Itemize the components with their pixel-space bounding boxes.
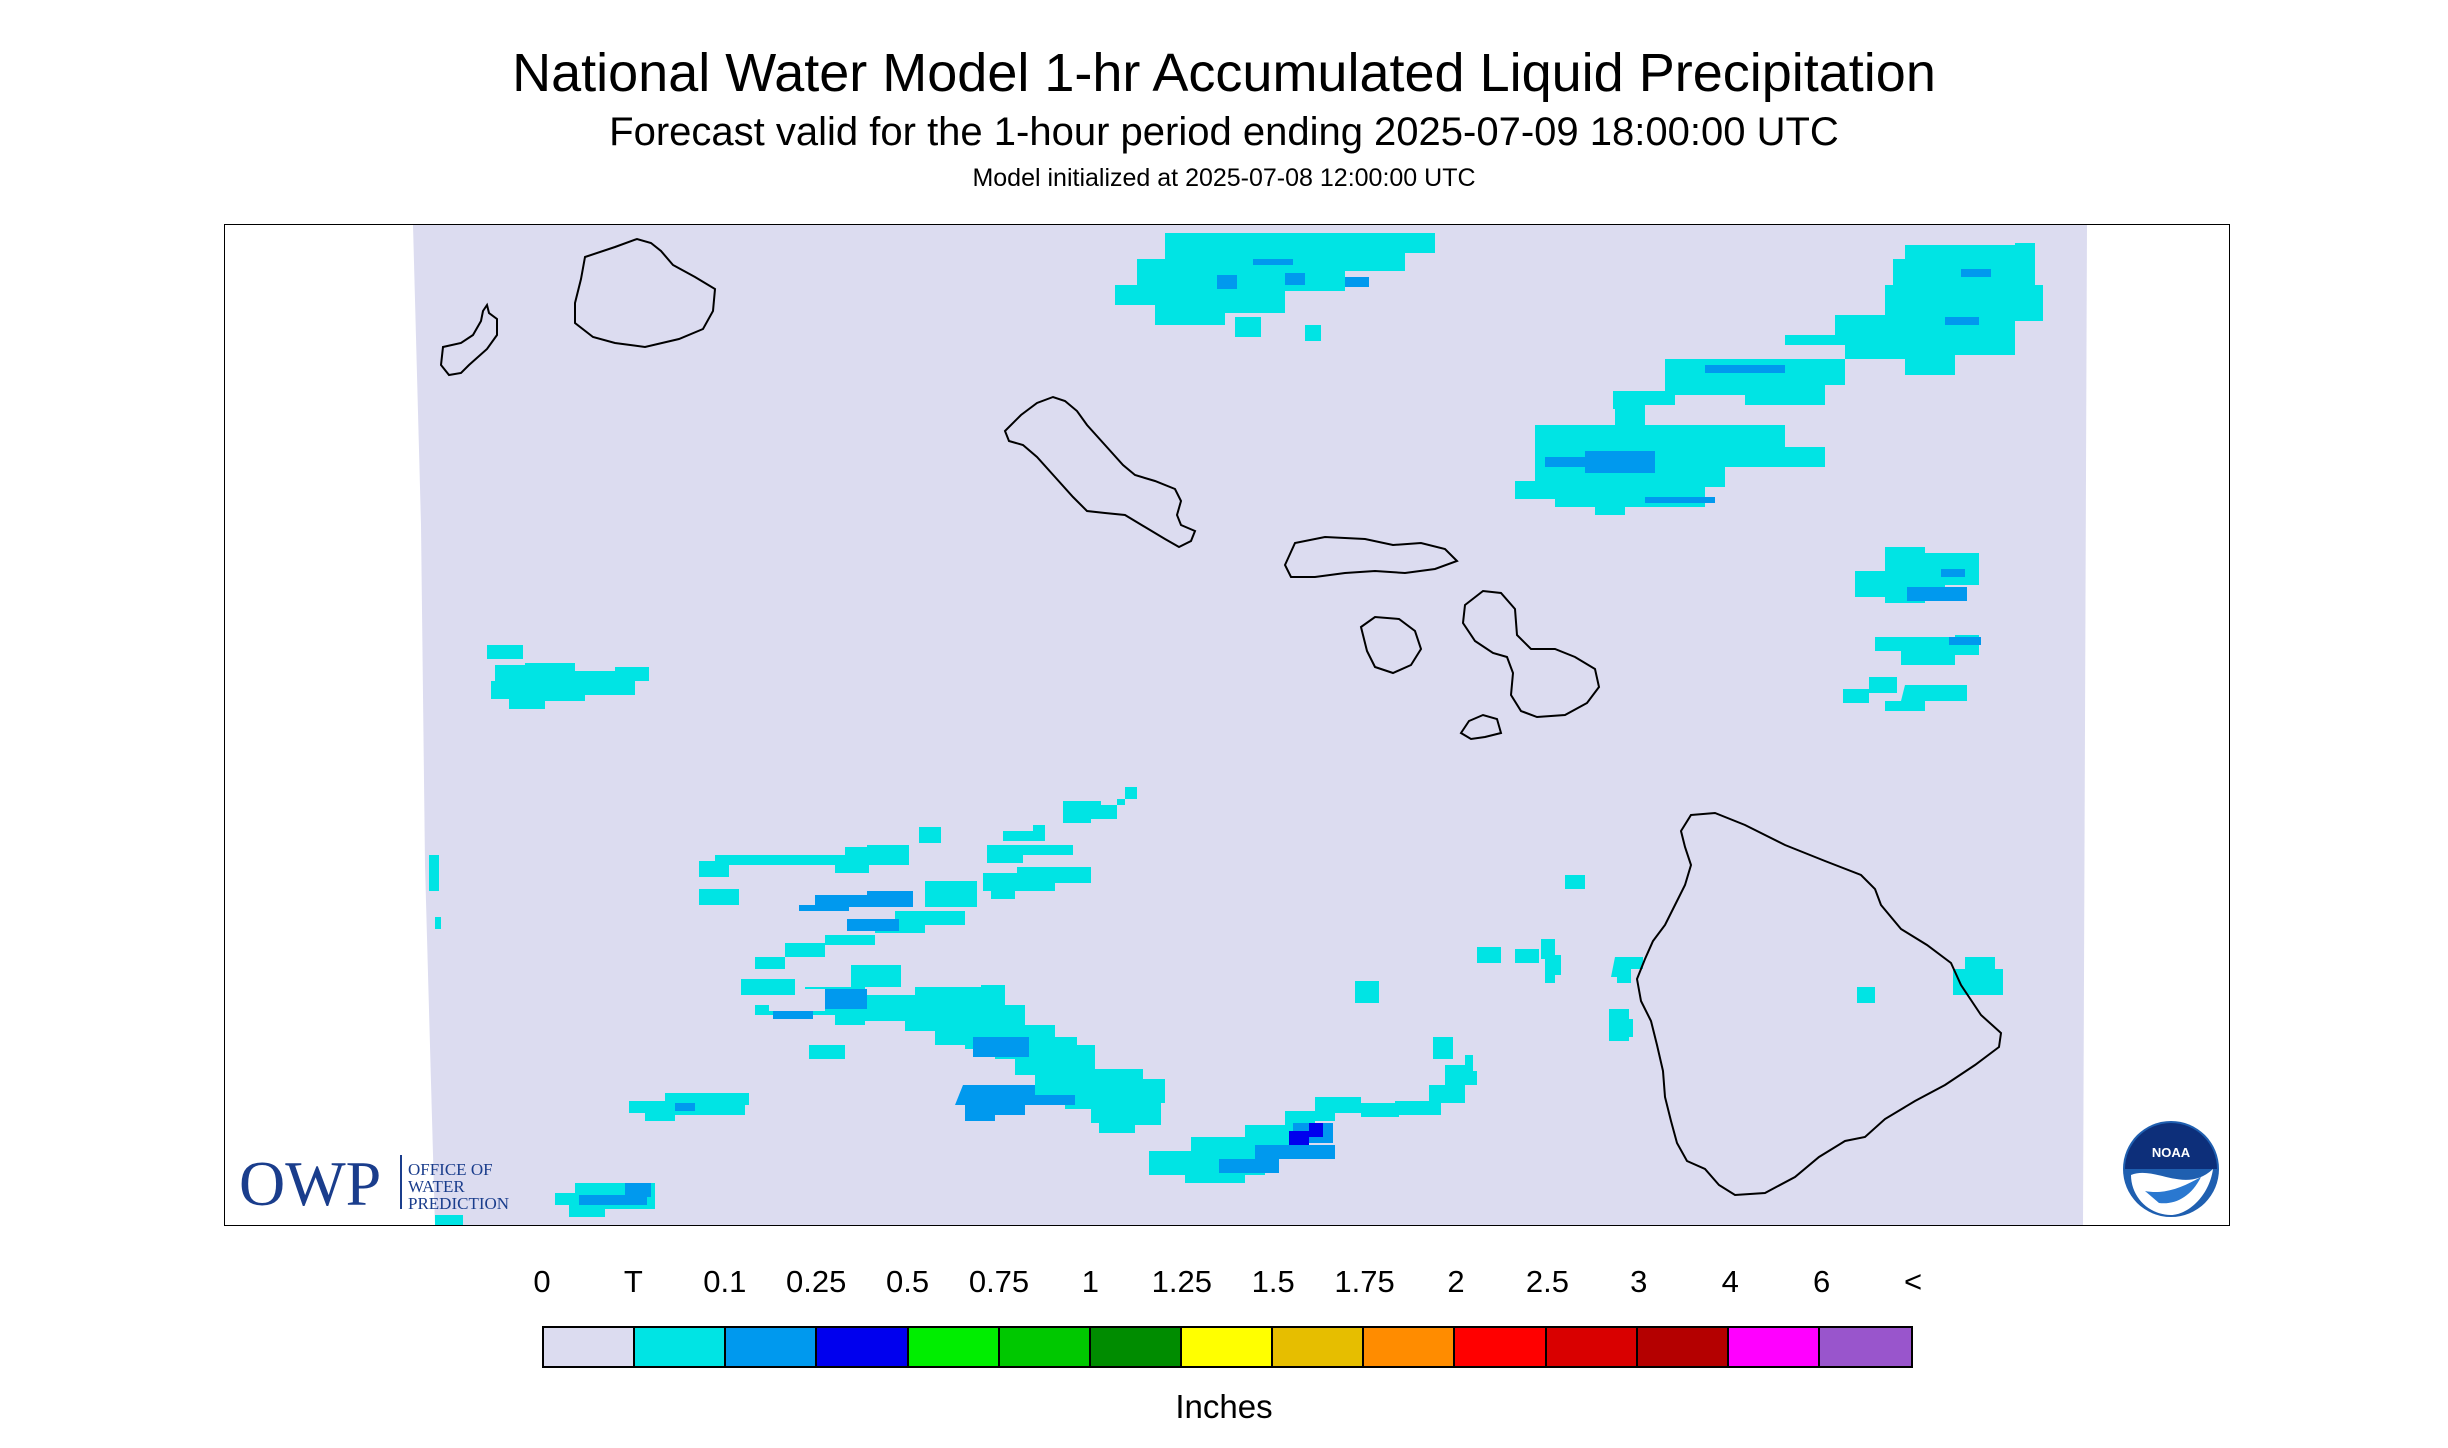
big-island-coast <box>1635 811 2003 1197</box>
legend-swatch <box>999 1328 1091 1366</box>
model-init-line: Model initialized at 2025-07-08 12:00:00… <box>972 164 1476 192</box>
legend-tick-label: 0.1 <box>703 1264 747 1299</box>
legend-tick-label: 3 <box>1630 1264 1648 1299</box>
legend-swatch <box>1819 1328 1912 1366</box>
legend-swatch <box>726 1328 818 1366</box>
legend-swatch <box>1728 1328 1820 1366</box>
legend-swatch <box>1546 1328 1638 1366</box>
legend-tick-label: 2.5 <box>1525 1264 1569 1299</box>
legend-swatch <box>1273 1328 1365 1366</box>
legend-swatch <box>1364 1328 1456 1366</box>
legend-tick-label: 1.5 <box>1251 1264 1295 1299</box>
map-title: National Water Model 1-hr Accumulated Li… <box>512 43 1936 103</box>
legend-tick-label: T <box>623 1264 643 1299</box>
precip-map-svg: OWP OFFICE OF WATER PREDICTION NOAA <box>239 225 2219 1225</box>
legend-swatch <box>908 1328 1000 1366</box>
noaa-text: NOAA <box>2152 1145 2191 1160</box>
owp-abbrev: OWP <box>239 1148 381 1219</box>
noaa-logo: NOAA <box>2123 1121 2219 1217</box>
legend-units-label: Inches <box>1175 1388 1273 1425</box>
owp-line1: OFFICE OF <box>408 1160 493 1179</box>
molokai-coast <box>1283 535 1459 578</box>
legend-swatch <box>1637 1328 1729 1366</box>
kahoolawe-coast <box>1459 713 1503 741</box>
legend-swatch <box>817 1328 909 1366</box>
legend-tick-label: 1 <box>1081 1264 1100 1299</box>
legend-swatch <box>544 1328 636 1366</box>
owp-logo: OWP OFFICE OF WATER PREDICTION <box>239 1148 509 1219</box>
owp-divider <box>400 1155 402 1209</box>
precip-trace-areas <box>429 233 2043 1225</box>
map-subtitle: Forecast valid for the 1-hour period end… <box>609 110 1839 154</box>
maui-coast <box>1461 589 1601 719</box>
legend-tick-label: 2 <box>1447 1264 1465 1299</box>
legend-tick-label: 0.25 <box>786 1264 847 1299</box>
legend-tick-label: 1.75 <box>1334 1264 1395 1299</box>
oahu-coast <box>1003 395 1197 549</box>
legend-swatch <box>1090 1328 1182 1366</box>
legend-tick-label: < <box>1903 1264 1923 1299</box>
hawaii-coastlines <box>439 237 2003 1197</box>
legend-tick-label: 0.5 <box>886 1264 930 1299</box>
owp-line2: WATER <box>408 1177 465 1196</box>
legend-swatch <box>635 1328 727 1366</box>
legend-tick-label: 1.25 <box>1151 1264 1212 1299</box>
legend-tick-label: 0.75 <box>968 1264 1030 1299</box>
lanai-coast <box>1359 615 1423 675</box>
legend-swatch <box>1455 1328 1547 1366</box>
legend-tick-label: 0 <box>533 1264 551 1299</box>
kauai-coast <box>574 237 717 349</box>
legend-tick-label: 4 <box>1721 1264 1739 1299</box>
precip-light-areas <box>579 259 1991 1205</box>
legend-color-bar <box>542 1326 1913 1368</box>
precip-moderate-areas <box>1289 1123 1323 1145</box>
niihau-coast <box>439 302 498 377</box>
precip-map-panel: OWP OFFICE OF WATER PREDICTION NOAA <box>224 224 2230 1226</box>
owp-line3: PREDICTION <box>408 1194 509 1213</box>
legend-tick-label: 6 <box>1812 1264 1831 1299</box>
legend-swatch <box>1181 1328 1274 1366</box>
